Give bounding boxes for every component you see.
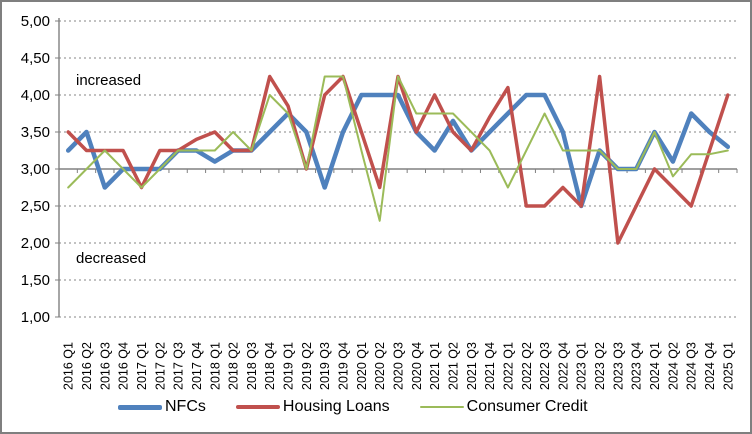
x-tick-label: 2018 Q2 [227,342,241,390]
x-tick-label: 2022 Q1 [501,342,515,390]
legend-line-swatch-nfcs [118,404,162,410]
legend-label-consumer-credit: Consumer Credit [466,398,588,415]
y-tick-label: 5,00 [21,13,50,30]
x-tick-label: 2022 Q3 [538,342,552,390]
x-tick-label: 2018 Q1 [208,342,222,390]
x-tick-label: 2020 Q3 [392,342,406,390]
y-tick-label: 2,00 [21,235,50,252]
x-tick-label: 2024 Q1 [648,342,662,390]
x-tick-label: 2024 Q3 [685,342,699,390]
annotation-decreased: decreased [76,250,147,267]
legend-item-consumer-credit: Consumer Credit [419,398,588,416]
y-tick-label: 2,50 [21,198,50,215]
x-tick-label: 2023 Q3 [611,342,625,390]
x-tick-label: 2017 Q3 [172,342,186,390]
x-tick-label: 2024 Q4 [703,342,717,390]
x-tick-label: 2017 Q1 [135,342,149,390]
x-tick-label: 2020 Q4 [410,342,424,390]
x-tick-label: 2020 Q1 [355,342,369,390]
annotation-increased: increased [76,72,142,89]
x-tick-label: 2019 Q3 [318,342,332,390]
x-tick-label: 2022 Q4 [556,342,570,390]
x-tick-label: 2022 Q2 [520,342,534,390]
y-tick-label: 3,50 [21,124,50,141]
y-tick-label: 4,00 [21,87,50,104]
legend-line-swatch-housing-loans [235,405,280,409]
legend-item-housing-loans: Housing Loans [235,398,390,416]
y-tick-label: 3,00 [21,161,50,178]
legend-line-swatch-consumer-credit [419,406,464,408]
x-tick-label: 2019 Q1 [282,342,296,390]
legend-label-nfcs: NFCs [165,398,206,415]
x-tick-label: 2025 Q1 [721,342,735,390]
x-tick-label: 2018 Q3 [245,342,259,390]
x-tick-label: 2019 Q4 [337,342,351,390]
x-tick-label: 2023 Q2 [593,342,607,390]
legend-item-nfcs: NFCs [118,398,206,416]
legend-label-housing-loans: Housing Loans [282,398,390,415]
x-tick-label: 2023 Q1 [575,342,589,390]
x-tick-label: 2017 Q4 [190,342,204,390]
x-tick-label: 2021 Q3 [465,342,479,390]
x-tick-label: 2023 Q4 [630,342,644,390]
chart-legend: NFCs Housing Loans Consumer Credit [2,392,750,422]
x-tick-label: 2020 Q2 [373,342,387,390]
x-tick-label: 2021 Q1 [428,342,442,390]
x-tick-label: 2018 Q4 [263,342,277,390]
x-tick-label: 2021 Q2 [447,342,461,390]
series-line-consumer-credit [67,75,729,222]
x-tick-label: 2017 Q2 [153,342,167,390]
x-tick-label: 2024 Q2 [666,342,680,390]
x-tick-label: 2021 Q4 [483,342,497,390]
x-tick-label: 2016 Q2 [80,342,94,390]
x-tick-label: 2019 Q2 [300,342,314,390]
x-tick-label: 2016 Q3 [98,342,112,390]
x-tick-label: 2016 Q1 [62,342,76,390]
y-tick-label: 1,00 [21,309,50,326]
y-tick-label: 4,50 [21,50,50,67]
y-tick-label: 1,50 [21,272,50,289]
x-tick-label: 2016 Q4 [117,342,131,390]
